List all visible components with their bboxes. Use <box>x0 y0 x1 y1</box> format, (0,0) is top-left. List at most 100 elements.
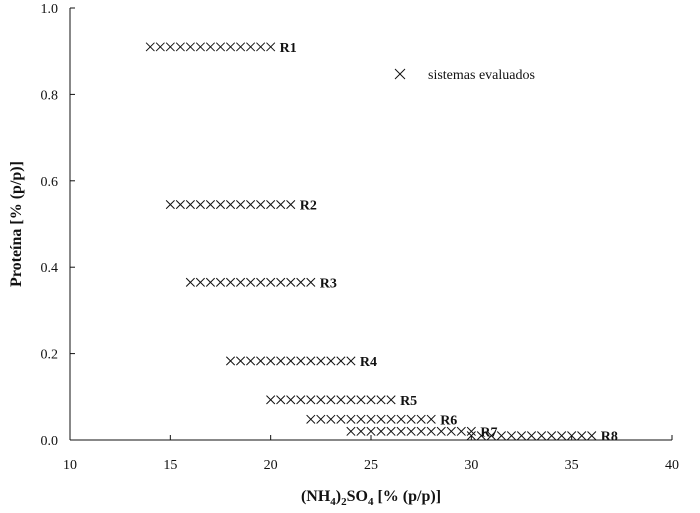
mark-R4-10 <box>326 356 336 366</box>
y-tick-label-3: 0.6 <box>41 175 59 190</box>
mark-R8-1 <box>476 431 486 441</box>
mark-R4-11 <box>336 356 346 366</box>
mark-R4-4 <box>266 356 276 366</box>
mark-R3-0 <box>185 277 195 287</box>
x-tick-label-4: 30 <box>464 458 478 473</box>
mark-R6-6 <box>366 414 376 424</box>
mark-R8-9 <box>557 431 567 441</box>
mark-R7-6 <box>406 426 416 436</box>
x-tick-label-2: 20 <box>264 458 278 473</box>
mark-R3-12 <box>306 277 316 287</box>
mark-R3-4 <box>225 277 236 287</box>
y-axis-title: Proteína [% (p/p)] <box>8 161 25 287</box>
mark-R8-3 <box>496 431 506 441</box>
mark-R6-4 <box>346 414 356 424</box>
mark-R5-4 <box>306 395 316 405</box>
mark-R6-9 <box>396 414 406 424</box>
series-label-R7: R7 <box>480 425 497 440</box>
mark-R5-12 <box>386 395 396 405</box>
series-label-R3: R3 <box>320 276 337 291</box>
mark-R2-7 <box>236 200 246 210</box>
mark-R6-11 <box>416 414 426 424</box>
mark-R4-7 <box>296 356 306 366</box>
x-axis-title: (NH4)2SO4 [% (p/p)] <box>301 488 441 508</box>
mark-R6-8 <box>386 414 396 424</box>
x-axis-ticks: 10 15 20 25 30 35 40 <box>63 435 679 473</box>
mark-R2-10 <box>266 200 276 210</box>
mark-R5-7 <box>336 395 346 405</box>
mark-R7-2 <box>366 426 376 436</box>
mark-R2-1 <box>175 200 185 210</box>
mark-R8-12 <box>587 431 597 441</box>
mark-R7-10 <box>446 426 456 436</box>
mark-R4-1 <box>236 356 246 366</box>
mark-R4-12 <box>346 356 356 366</box>
mark-R4-8 <box>306 356 316 366</box>
mark-R3-7 <box>256 277 266 287</box>
mark-R7-5 <box>396 426 406 436</box>
mark-R8-0 <box>466 431 476 441</box>
mark-R4-6 <box>286 356 296 366</box>
y-tick-label-2: 0.4 <box>41 261 59 276</box>
mark-R8-5 <box>516 431 527 441</box>
x-tick-label-3: 25 <box>364 458 378 473</box>
x-tick-label-1: 15 <box>163 458 177 473</box>
mark-R3-11 <box>296 277 306 287</box>
mark-R2-9 <box>256 200 266 210</box>
mark-R7-7 <box>416 426 426 436</box>
mark-R7-12 <box>466 426 476 436</box>
mark-R5-3 <box>296 395 306 405</box>
mark-R2-3 <box>195 200 205 210</box>
mark-R1-7 <box>215 42 226 52</box>
mark-R4-2 <box>246 356 256 366</box>
mark-R2-5 <box>215 200 226 210</box>
mark-R7-8 <box>426 426 436 436</box>
mark-R5-9 <box>356 395 366 405</box>
y-tick-label-5: 1.0 <box>41 2 59 17</box>
mark-R5-2 <box>286 395 296 405</box>
mark-R8-10 <box>567 431 577 441</box>
series-label-R4: R4 <box>360 355 377 370</box>
mark-R6-7 <box>376 414 386 424</box>
mark-R5-10 <box>366 395 376 405</box>
y-tick-label-0: 0.0 <box>41 434 59 449</box>
mark-R2-8 <box>246 200 256 210</box>
mark-R1-1 <box>155 42 165 52</box>
mark-R1-3 <box>175 42 185 52</box>
legend-marker-icon <box>394 68 406 80</box>
mark-R3-3 <box>215 277 226 287</box>
mark-R2-4 <box>205 200 216 210</box>
mark-R7-9 <box>436 426 446 436</box>
series-label-R5: R5 <box>400 394 417 409</box>
mark-R1-10 <box>246 42 256 52</box>
mark-R8-8 <box>547 431 557 441</box>
mark-R3-1 <box>195 277 205 287</box>
mark-R4-3 <box>256 356 266 366</box>
mark-R5-11 <box>376 395 386 405</box>
mark-R2-0 <box>165 200 175 210</box>
mark-R4-5 <box>276 356 286 366</box>
series-label-R6: R6 <box>440 413 457 428</box>
y-axis-ticks: 0.0 0.2 0.4 0.6 0.8 1.0 <box>41 2 75 449</box>
mark-R2-11 <box>276 200 286 210</box>
series-label-R2: R2 <box>300 199 317 214</box>
mark-R7-11 <box>456 426 466 436</box>
mark-R6-5 <box>356 414 366 424</box>
series-labels: R1 R2 R3 R4 R5 R6 R7 R8 <box>280 41 618 445</box>
y-tick-label-4: 0.8 <box>41 88 59 103</box>
x-tick-label-0: 10 <box>63 458 77 473</box>
mark-R8-4 <box>506 431 517 441</box>
mark-R8-6 <box>526 431 537 441</box>
mark-R1-12 <box>266 42 276 52</box>
mark-R1-8 <box>225 42 236 52</box>
mark-R1-9 <box>236 42 246 52</box>
mark-R2-2 <box>185 200 195 210</box>
series-label-R1: R1 <box>280 41 297 56</box>
mark-R5-1 <box>276 395 286 405</box>
mark-R7-0 <box>346 426 356 436</box>
mark-R6-12 <box>426 414 436 424</box>
mark-R5-0 <box>266 395 276 405</box>
mark-R6-1 <box>316 414 326 424</box>
mark-R1-0 <box>145 42 155 52</box>
